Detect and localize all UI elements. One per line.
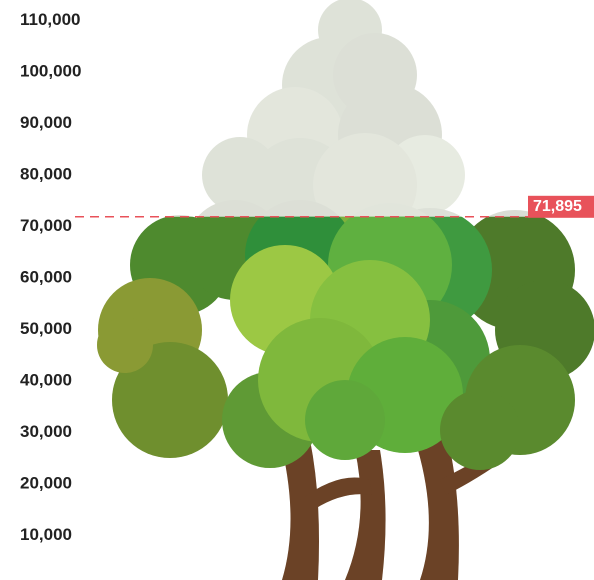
y-tick-label: 100,000 <box>20 62 81 81</box>
y-tick-label: 40,000 <box>20 371 72 390</box>
y-tick-label: 10,000 <box>20 525 72 544</box>
y-tick-label: 70,000 <box>20 216 72 235</box>
chart: 110,000 100,000 90,000 80,000 70,000 60,000 50… <box>0 0 594 580</box>
y-tick-label: 110,000 <box>20 10 81 29</box>
level-label: 71,895 <box>533 198 582 215</box>
y-tick-label: 80,000 <box>20 165 72 184</box>
y-tick-label: 90,000 <box>20 113 72 132</box>
y-tick-label: 60,000 <box>20 268 72 287</box>
y-axis: 110,000 100,000 90,000 80,000 70,000 60,000 50… <box>20 10 81 544</box>
y-tick-label: 20,000 <box>20 474 72 493</box>
y-tick-label: 30,000 <box>20 422 72 441</box>
y-tick-label: 50,000 <box>20 319 72 338</box>
